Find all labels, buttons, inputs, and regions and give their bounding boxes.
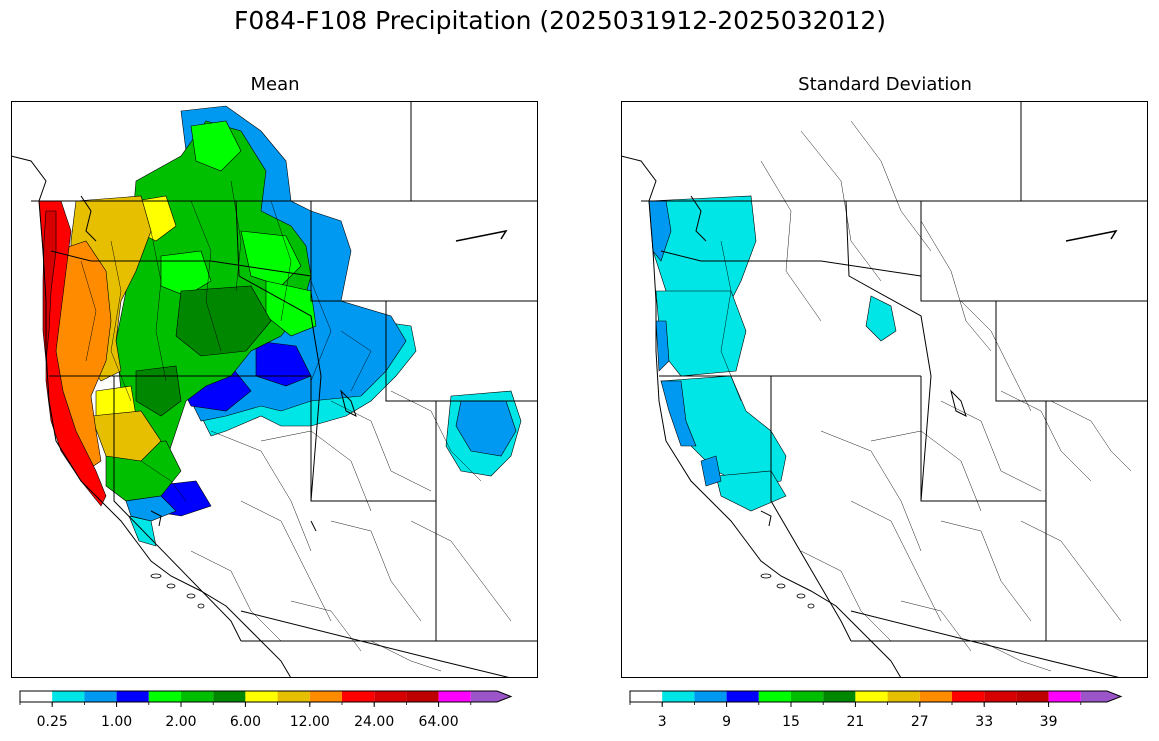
- state-wa-or: [50, 250, 312, 277]
- basin-bright-green-4: [265, 280, 317, 337]
- boundaries: [11, 101, 538, 678]
- colorbar-tick-label: 6.00: [230, 714, 261, 730]
- colorbar-tick-label: 64.00: [419, 714, 459, 730]
- sd-cyan-cent: [715, 470, 787, 512]
- lake-michigan-shape: [1065, 229, 1118, 242]
- colorbar-swatch: [52, 691, 85, 702]
- state-wa-or: [660, 250, 922, 277]
- figure-title: F084-F108 Precipitation (2025031912-2025…: [233, 6, 886, 35]
- colorbar-swatch: [374, 691, 407, 702]
- colorbar-swatch: [309, 691, 342, 702]
- precip-fill-layer: [38, 105, 522, 547]
- colorbar-swatch: [1016, 691, 1049, 702]
- colorbar-swatch: [662, 691, 695, 702]
- colorbar-swatch: [116, 691, 149, 702]
- colorbar-tick-label: 15: [782, 714, 800, 730]
- colorbar-swatch: [952, 691, 985, 702]
- sd-blue-coast-3: [660, 380, 697, 447]
- mean-map: [11, 101, 538, 678]
- colorbar-swatch: [181, 691, 214, 702]
- colorbar-swatch: [726, 691, 759, 702]
- islands: [760, 573, 815, 609]
- state-id: [235, 200, 322, 502]
- colorbar-swatch: [245, 691, 278, 702]
- colorbar-tick-label: 9: [722, 714, 731, 730]
- colorbar-tick-label: 39: [1040, 714, 1058, 730]
- coastline: [621, 155, 902, 678]
- puget-sound: [80, 195, 97, 242]
- mexico-border: [240, 610, 512, 678]
- state-nv: [770, 376, 852, 642]
- state-nv: [113, 376, 242, 642]
- great-salt-lake: [340, 389, 357, 417]
- colorbar-swatch: [1080, 691, 1121, 702]
- colorbar-swatch: [823, 691, 856, 702]
- basin-blue-sfbay: [125, 495, 177, 522]
- colorbar-swatch: [887, 691, 920, 702]
- puget-sound: [690, 195, 707, 242]
- basin-dark-green-1: [175, 285, 272, 357]
- salton: [310, 520, 317, 532]
- state-ut: [920, 376, 1047, 502]
- basin-bright-green-1: [190, 120, 242, 172]
- basin-dark-green-2: [135, 365, 182, 417]
- colorbar-tick-label: 0.25: [37, 714, 68, 730]
- coastline: [11, 155, 292, 678]
- state-ut: [310, 376, 437, 502]
- basin-blue-mid: [255, 340, 312, 387]
- colorbar-swatch: [20, 691, 53, 702]
- colorbar-tick-label: 27: [911, 714, 929, 730]
- colorbar-tick-label: 1.00: [101, 714, 132, 730]
- sd-blue-coast-2: [655, 320, 670, 372]
- great-salt-lake: [950, 389, 967, 417]
- colorbar-swatch: [1048, 691, 1081, 702]
- colorbar-swatch: [984, 691, 1017, 702]
- colorbar-tick-label: 21: [846, 714, 864, 730]
- colorbar-tick-label: 24.00: [354, 714, 394, 730]
- stddev-map: [621, 101, 1148, 678]
- colorbar-tick-label: 12.00: [290, 714, 330, 730]
- boundaries: [621, 101, 1148, 678]
- stddev-colorbar: 3 9 15 21 27 33 39: [629, 690, 1123, 730]
- colorbar-swatch: [919, 691, 952, 702]
- lake-michigan-shape: [455, 229, 508, 242]
- colorbar-outline: [19, 690, 513, 703]
- sd-blue-coast-4: [700, 455, 722, 487]
- colorbar-outline: [629, 690, 1123, 703]
- colorbar-swatch: [470, 691, 511, 702]
- colorbar-swatch: [758, 691, 791, 702]
- colorbar-swatch: [148, 691, 181, 702]
- sd-cyan-mid: [865, 295, 897, 342]
- basin-boundaries: [720, 120, 1132, 672]
- colorbar-tick-label: 3: [658, 714, 667, 730]
- colorbar-tick-label: 33: [975, 714, 993, 730]
- islands: [150, 573, 205, 609]
- colorbar-swatch: [694, 691, 727, 702]
- mean-colorbar: 0.25 1.00 2.00 6.00 12.00 24.00 64.00: [19, 690, 513, 730]
- stddev-fill-layer: [648, 195, 897, 512]
- basin-gold-south: [90, 410, 162, 462]
- colorbar-swatch: [213, 691, 246, 702]
- lake-tahoe: [150, 510, 162, 527]
- colorbar-tick-label: 2.00: [165, 714, 196, 730]
- mexico-border: [850, 610, 1122, 678]
- lake-tahoe: [760, 510, 772, 527]
- colorbar-swatch: [791, 691, 824, 702]
- colorbar-swatch: [277, 691, 310, 702]
- mean-panel-title: Mean: [250, 74, 300, 95]
- colorbar-swatch: [406, 691, 439, 702]
- state-id: [845, 200, 932, 502]
- colorbar-swatch: [630, 691, 663, 702]
- colorbar-swatch: [438, 691, 471, 702]
- colorbar-swatch: [855, 691, 888, 702]
- colorbar-swatch: [342, 691, 375, 702]
- stddev-panel-title: Standard Deviation: [798, 74, 972, 95]
- colorbar-swatch: [84, 691, 117, 702]
